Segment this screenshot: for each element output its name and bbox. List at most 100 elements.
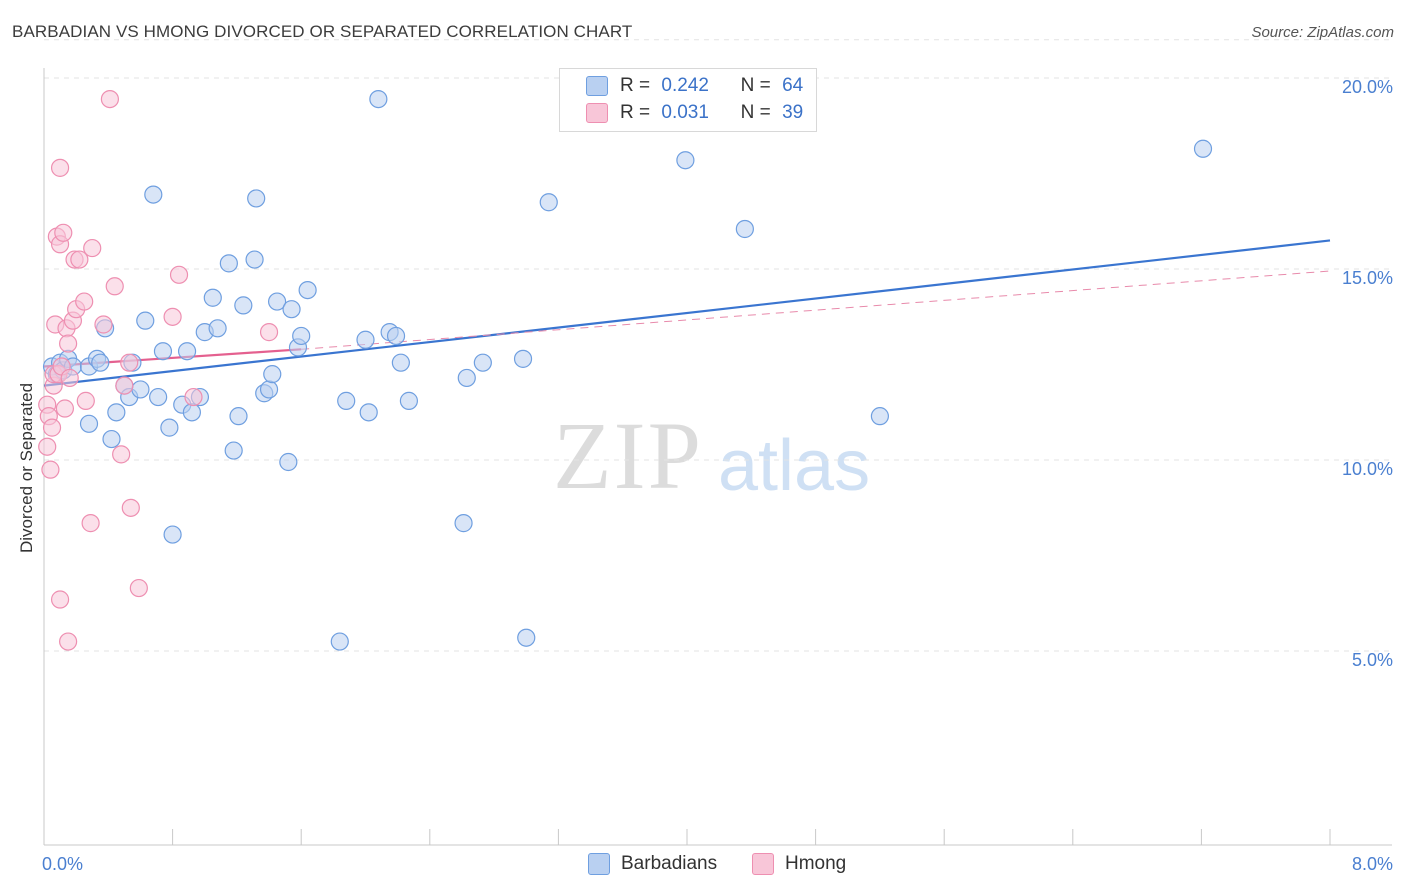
hmong-point bbox=[129, 578, 148, 598]
barbadians-point bbox=[676, 151, 695, 170]
barbadians-point bbox=[144, 185, 163, 204]
hmong-point bbox=[259, 323, 279, 342]
barbadians-point bbox=[399, 391, 419, 410]
watermark-atlas: atlas bbox=[718, 426, 871, 506]
hmong-point bbox=[81, 514, 100, 533]
x-tick-label: 8.0% bbox=[1352, 854, 1393, 874]
x-tick-label: 0.0% bbox=[42, 854, 83, 874]
barbadians-point bbox=[79, 414, 99, 433]
hmong-swatch bbox=[586, 103, 608, 123]
y-tick-label: 5.0% bbox=[1352, 650, 1393, 670]
barbadians-point bbox=[292, 326, 311, 346]
n-label: N = bbox=[740, 102, 771, 123]
hmong-point bbox=[184, 387, 203, 407]
barbadians-point bbox=[870, 407, 890, 426]
hmong-point bbox=[115, 376, 134, 395]
hmong-point bbox=[41, 460, 60, 479]
barbadians-point bbox=[177, 342, 197, 361]
barbadians-point bbox=[330, 632, 349, 651]
hmong-point bbox=[42, 418, 62, 437]
r-label: R = bbox=[620, 102, 651, 123]
data-points bbox=[38, 89, 1213, 651]
barbadians-point bbox=[229, 407, 248, 426]
hmong-point bbox=[83, 238, 102, 258]
hmong-point bbox=[94, 315, 113, 334]
barbadians-point bbox=[298, 281, 317, 300]
chart-title: BARBADIAN VS HMONG DIVORCED OR SEPARATED… bbox=[12, 22, 633, 41]
barbadians-point bbox=[359, 403, 378, 422]
hmong-point bbox=[59, 632, 78, 651]
barbadians-point bbox=[517, 628, 536, 647]
r-label: R = bbox=[620, 75, 651, 96]
legend-row-text: R = 0.242 N = 64 bbox=[620, 75, 803, 97]
barbadians-point bbox=[153, 342, 173, 361]
tick-labels: 5.0% 10.0% 15.0% 20.0% 0.0% 8.0% bbox=[42, 77, 1393, 874]
n-value: 39 bbox=[782, 102, 804, 123]
barbadians-point bbox=[386, 326, 406, 346]
hmong-point bbox=[50, 590, 70, 609]
legend-item-barbadians[interactable]: Barbadians bbox=[588, 852, 717, 876]
barbadians-trend-line bbox=[43, 239, 1331, 387]
barbadians-point bbox=[163, 525, 182, 544]
correlation-legend: R = 0.242 N = 64 R = 0.031 N = 39 bbox=[559, 68, 817, 132]
hmong-point bbox=[54, 223, 73, 242]
barbadians-point bbox=[454, 514, 473, 533]
hmong-trend-extension bbox=[301, 270, 1331, 350]
legend-row-text: R = 0.031 N = 39 bbox=[620, 102, 803, 124]
barbadians-point bbox=[107, 403, 126, 422]
hmong-point bbox=[120, 353, 139, 372]
barbadians-point bbox=[208, 319, 227, 338]
barbadians-point bbox=[160, 418, 179, 437]
hmong-point bbox=[70, 250, 89, 269]
barbadians-swatch bbox=[586, 76, 608, 96]
y-tick-label: 15.0% bbox=[1342, 268, 1393, 288]
axes bbox=[43, 68, 1392, 846]
barbadians-point bbox=[91, 353, 110, 372]
y-tick-label: 10.0% bbox=[1342, 459, 1393, 479]
barbadians-point bbox=[279, 452, 298, 472]
watermark-zip: ZIP bbox=[553, 402, 703, 509]
barbadians-point bbox=[259, 380, 279, 399]
barbadians-point bbox=[263, 365, 282, 384]
barbadians-point bbox=[203, 288, 222, 307]
legend-item-hmong[interactable]: Hmong bbox=[752, 852, 846, 876]
barbadians-point bbox=[149, 387, 168, 407]
barbadians-point bbox=[735, 219, 754, 239]
barbadians-point bbox=[267, 292, 287, 311]
barbadians-point bbox=[219, 254, 238, 273]
barbadians-point bbox=[282, 300, 301, 319]
hmong-legend-label: Hmong bbox=[785, 853, 847, 874]
hmong-point bbox=[60, 368, 79, 388]
barbadians-point bbox=[245, 250, 264, 269]
hmong-point bbox=[76, 391, 95, 410]
hmong-point bbox=[112, 445, 131, 464]
barbadians-point bbox=[131, 380, 150, 399]
barbadians-point bbox=[102, 429, 121, 449]
barbadians-point bbox=[337, 391, 356, 410]
barbadians-legend-label: Barbadians bbox=[621, 853, 718, 874]
barbadians-point bbox=[539, 193, 558, 212]
barbadians-point bbox=[457, 368, 476, 388]
n-value: 64 bbox=[782, 75, 804, 96]
hmong-point bbox=[105, 277, 124, 296]
barbadians-point bbox=[247, 189, 266, 208]
hmong-point bbox=[55, 399, 74, 418]
hmong-point bbox=[163, 307, 182, 326]
barbadians-point bbox=[473, 353, 492, 372]
barbadians-point bbox=[234, 296, 253, 315]
hmong-point bbox=[121, 498, 140, 517]
barbadians-point bbox=[513, 349, 533, 368]
barbadians-point bbox=[1193, 139, 1213, 158]
r-value: 0.242 bbox=[661, 75, 709, 96]
r-value: 0.031 bbox=[661, 102, 709, 123]
hmong-point bbox=[75, 292, 94, 311]
barbadians-point bbox=[224, 441, 243, 460]
hmong-point bbox=[169, 265, 189, 284]
barbadians-point bbox=[356, 330, 375, 349]
barbadians-point bbox=[369, 89, 388, 109]
source-label: Source: ZipAtlas.com bbox=[1251, 24, 1394, 41]
hmong-point bbox=[100, 89, 120, 109]
hmong-point bbox=[38, 437, 57, 456]
n-label: N = bbox=[740, 75, 771, 96]
